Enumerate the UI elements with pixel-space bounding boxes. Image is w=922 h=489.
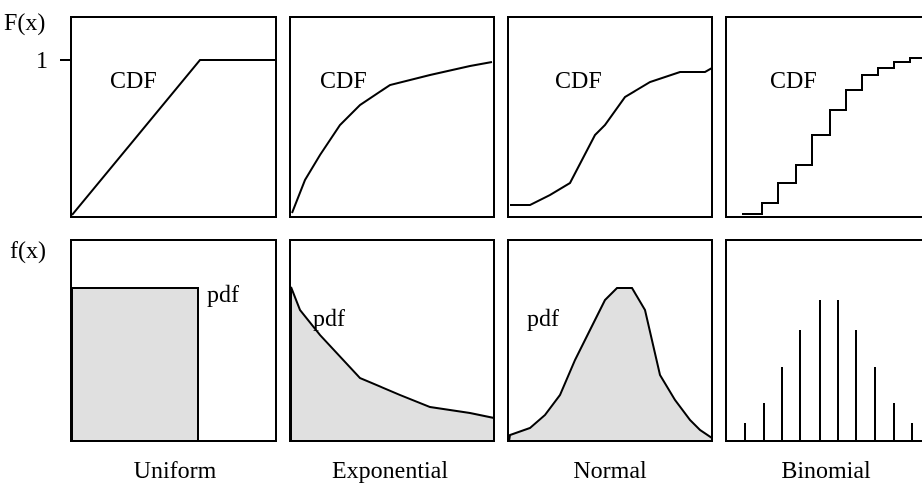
normal-pdf <box>507 287 713 442</box>
pdf-label: pdf <box>527 306 559 332</box>
distribution-name: Uniform <box>134 458 217 484</box>
pdf-label: pdf <box>207 282 239 308</box>
binomial-pmf <box>744 300 913 441</box>
cdf-label: CDF <box>110 68 157 94</box>
uniform-cdf <box>71 59 276 216</box>
cdf-axis-label: F(x) <box>4 10 45 36</box>
pdf-axis-label: f(x) <box>10 238 46 264</box>
cdf-label: CDF <box>770 68 817 94</box>
binomial-cdf <box>742 57 922 215</box>
pdf-label: pdf <box>313 306 345 332</box>
distribution-name: Binomial <box>781 458 871 484</box>
exponential-cdf <box>291 61 493 214</box>
cdf-label: CDF <box>320 68 367 94</box>
distribution-name: Exponential <box>332 458 448 484</box>
cdf-label: CDF <box>555 68 602 94</box>
exponential-pdf <box>290 286 495 442</box>
uniform-pdf <box>71 287 199 442</box>
normal-cdf <box>510 67 713 206</box>
distribution-name: Normal <box>573 458 647 484</box>
cdf-one-label: 1 <box>36 48 48 74</box>
